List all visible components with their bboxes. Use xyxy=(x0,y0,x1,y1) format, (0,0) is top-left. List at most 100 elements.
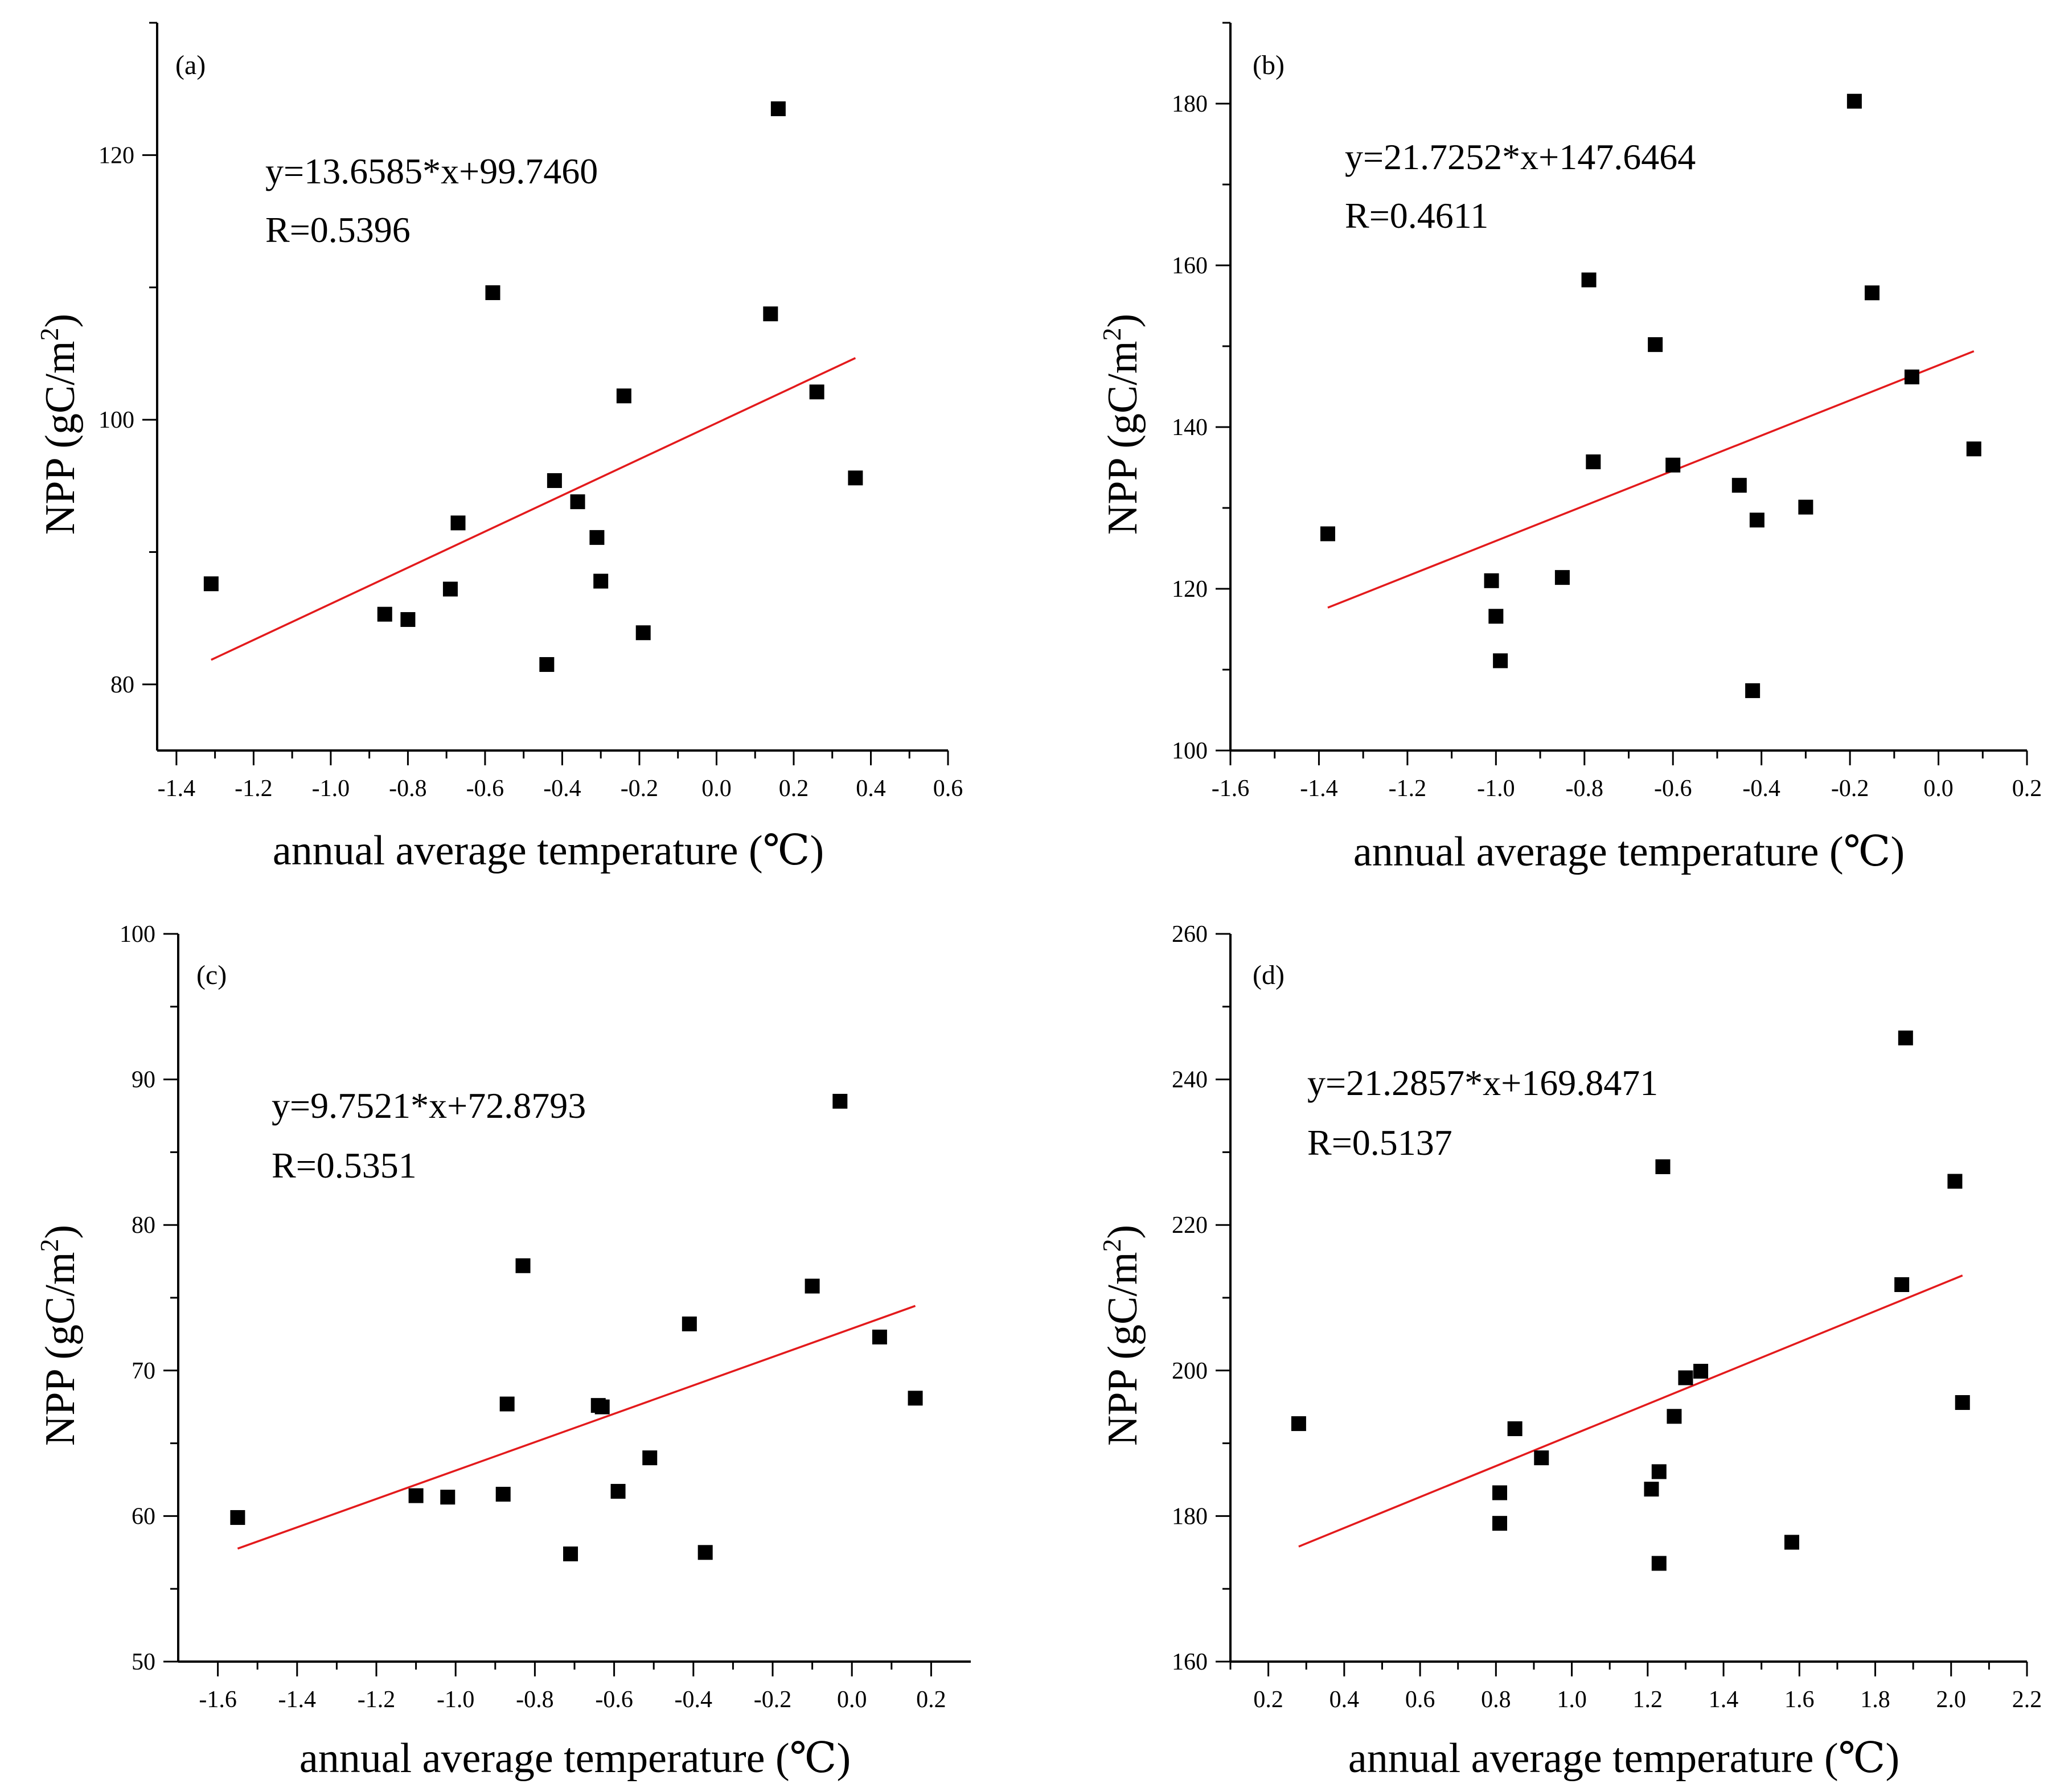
data-point xyxy=(1745,683,1761,698)
data-point xyxy=(400,612,416,627)
data-points-group xyxy=(203,101,863,672)
x-tick-label: -1.4 xyxy=(1300,776,1338,802)
y-axis-label-close: ) xyxy=(1099,314,1146,328)
x-tick-label: 0.2 xyxy=(2012,776,2042,802)
data-point xyxy=(1586,454,1601,470)
data-point xyxy=(1749,512,1764,528)
y-tick-label: 80 xyxy=(132,1212,155,1239)
y-tick-label: 200 xyxy=(1172,1358,1208,1384)
y-tick-label: 180 xyxy=(1172,91,1208,117)
data-point xyxy=(1665,457,1681,473)
fit-line-group xyxy=(237,1305,916,1550)
data-point xyxy=(697,1545,713,1560)
y-axis-label: NPP (gC/m2) xyxy=(1097,1225,1146,1446)
data-point xyxy=(1966,441,1981,457)
y-axis-label-superscript: 2 xyxy=(35,328,64,341)
panel-c: -1.6 -1.4 -1.2 -1.0 -0.8 -0.6 -0.4 -0.2 0.0 0.2 50… xyxy=(35,921,971,1782)
x-tick-label: 0.2 xyxy=(916,1687,946,1713)
data-point xyxy=(1581,272,1597,288)
data-point xyxy=(908,1391,923,1406)
data-point xyxy=(1554,570,1570,585)
fit-line-group xyxy=(1327,350,1975,609)
data-point xyxy=(408,1488,424,1503)
data-point xyxy=(440,1490,456,1505)
axes-frame xyxy=(156,23,948,752)
data-point xyxy=(1947,1174,1963,1189)
x-tick-label: 0.8 xyxy=(1481,1687,1511,1713)
correlation-coefficient: R=0.5351 xyxy=(272,1145,417,1186)
data-point xyxy=(442,581,458,597)
x-tick-label: 1.8 xyxy=(1860,1687,1890,1713)
regression-equation: y=21.2857*x+169.8471 xyxy=(1307,1063,1658,1103)
data-point xyxy=(594,1399,610,1414)
panel-a: -1.4 -1.2 -1.0 -0.8 -0.6 -0.4 -0.2 0.0 0.2 0.4 0.6… xyxy=(35,22,963,874)
data-point xyxy=(1667,1409,1682,1424)
x-tick-label: -0.6 xyxy=(1654,776,1692,802)
y-axis-label-close: ) xyxy=(1099,1225,1146,1239)
data-point xyxy=(1492,1485,1507,1500)
data-point xyxy=(1898,1030,1913,1045)
data-point xyxy=(1784,1535,1799,1550)
x-tick-label: -1.0 xyxy=(312,776,350,802)
x-tick-label: -1.4 xyxy=(278,1687,317,1713)
x-tick-label: -0.4 xyxy=(1742,776,1780,802)
fit-line-group xyxy=(211,357,856,661)
panel-label: (a) xyxy=(175,50,206,80)
x-tick-label: -0.4 xyxy=(543,776,581,802)
fit-line-group xyxy=(1298,1274,1963,1548)
correlation-coefficient: R=0.5137 xyxy=(1307,1122,1452,1163)
axes-frame xyxy=(1229,23,2027,752)
y-axis-label: NPP (gC/m2) xyxy=(35,1225,84,1446)
y-tick-label: 120 xyxy=(1172,576,1208,602)
x-tick-label: -0.6 xyxy=(466,776,504,802)
data-point xyxy=(1864,285,1880,301)
x-tick-label: -0.8 xyxy=(516,1687,554,1713)
x-axis-label: annual average temperature (℃) xyxy=(299,1735,851,1782)
data-point xyxy=(1644,1482,1659,1497)
data-points-group xyxy=(230,1093,923,1561)
y-axis-label: NPP (gC/m2) xyxy=(35,314,84,535)
y-axis-label-superscript: 2 xyxy=(1097,1239,1126,1252)
x-tick-label: 0.0 xyxy=(837,1687,867,1713)
y-axis-label-base: NPP (gC/m xyxy=(37,1252,84,1446)
data-point xyxy=(1493,653,1508,669)
data-point xyxy=(495,1487,511,1502)
data-point xyxy=(848,470,863,486)
ticks-group: -1.4 -1.2 -1.0 -0.8 -0.6 -0.4 -0.2 0.0 0.2 0.4 0.6… xyxy=(99,22,963,802)
data-point xyxy=(515,1258,531,1273)
y-axis-label-base: NPP (gC/m xyxy=(1099,1252,1146,1446)
data-point xyxy=(1651,1464,1667,1479)
regression-line xyxy=(1327,350,1975,609)
data-point xyxy=(770,101,786,117)
y-tick-label: 100 xyxy=(99,407,134,433)
data-point xyxy=(203,576,219,592)
ticks-group: 0.2 0.4 0.6 0.8 1.0 1.2 1.4 1.6 1.8 2.0 2.2 160 180 2… xyxy=(1172,921,2042,1713)
x-tick-label: 0.6 xyxy=(933,776,963,802)
y-axis-label-base: NPP (gC/m xyxy=(1099,341,1146,535)
y-tick-label: 160 xyxy=(1172,253,1208,279)
data-point xyxy=(635,625,651,641)
data-point xyxy=(377,606,392,622)
data-point xyxy=(1678,1370,1693,1385)
ticks-group: -1.6 -1.4 -1.2 -1.0 -0.8 -0.6 -0.4 -0.2 0.0 0.2 50… xyxy=(120,921,946,1713)
y-axis-label-close: ) xyxy=(37,314,84,328)
data-point xyxy=(485,285,500,301)
data-point xyxy=(1894,1277,1910,1292)
data-point xyxy=(1955,1395,1970,1410)
correlation-coefficient: R=0.5396 xyxy=(265,210,411,250)
x-axis-label: annual average temperature (℃) xyxy=(1353,829,1905,875)
y-axis-label-superscript: 2 xyxy=(1097,328,1126,341)
data-point xyxy=(616,388,631,404)
x-tick-label: -0.8 xyxy=(1566,776,1604,802)
panel-label: (d) xyxy=(1253,960,1285,990)
y-tick-label: 160 xyxy=(1172,1649,1208,1675)
y-tick-label: 80 xyxy=(110,672,134,698)
data-point xyxy=(539,657,555,672)
data-point xyxy=(1655,1159,1671,1174)
y-axis-label-superscript: 2 xyxy=(35,1239,64,1252)
y-axis-label-close: ) xyxy=(37,1225,84,1239)
data-point xyxy=(682,1317,697,1332)
y-tick-label: 100 xyxy=(1172,738,1208,764)
x-tick-label: -1.0 xyxy=(1477,776,1515,802)
